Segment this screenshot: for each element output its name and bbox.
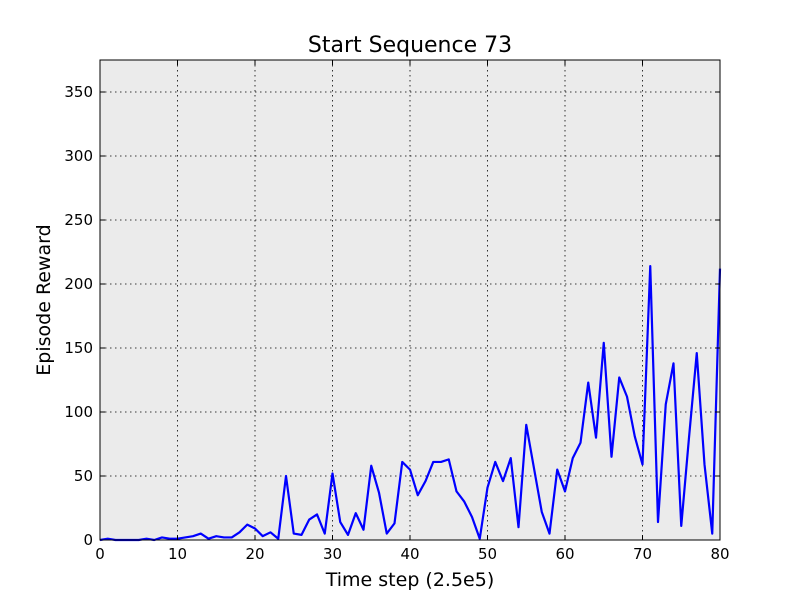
- x-tick-label: 80: [710, 545, 729, 563]
- y-tick-label: 100: [64, 403, 93, 421]
- x-tick-label: 30: [323, 545, 342, 563]
- x-tick-label: 20: [245, 545, 264, 563]
- series-layer: [99, 264, 722, 542]
- chart-title: Start Sequence 73: [308, 33, 512, 58]
- series-line: [99, 264, 722, 542]
- x-tick-label: 50: [478, 545, 497, 563]
- y-tick-label: 250: [64, 211, 93, 229]
- y-tick-label: 300: [64, 147, 93, 165]
- x-axis-label: Time step (2.5e5): [325, 569, 495, 591]
- y-tick-label: 150: [64, 339, 93, 357]
- x-tick-label: 70: [633, 545, 652, 563]
- axis-ticks: 0 10 20 30 40 50 60 70 80 0 50 100 150 200 250 300 350: [64, 60, 730, 563]
- y-tick-label: 350: [64, 83, 93, 101]
- x-tick-label: 0: [95, 545, 105, 563]
- y-tick-label: 50: [74, 467, 93, 485]
- y-tick-label: 0: [83, 531, 93, 549]
- x-tick-label: 60: [555, 545, 574, 563]
- y-tick-label: 200: [64, 275, 93, 293]
- x-tick-label: 40: [400, 545, 419, 563]
- x-tick-label: 10: [168, 545, 187, 563]
- y-axis-label: Episode Reward: [33, 224, 55, 375]
